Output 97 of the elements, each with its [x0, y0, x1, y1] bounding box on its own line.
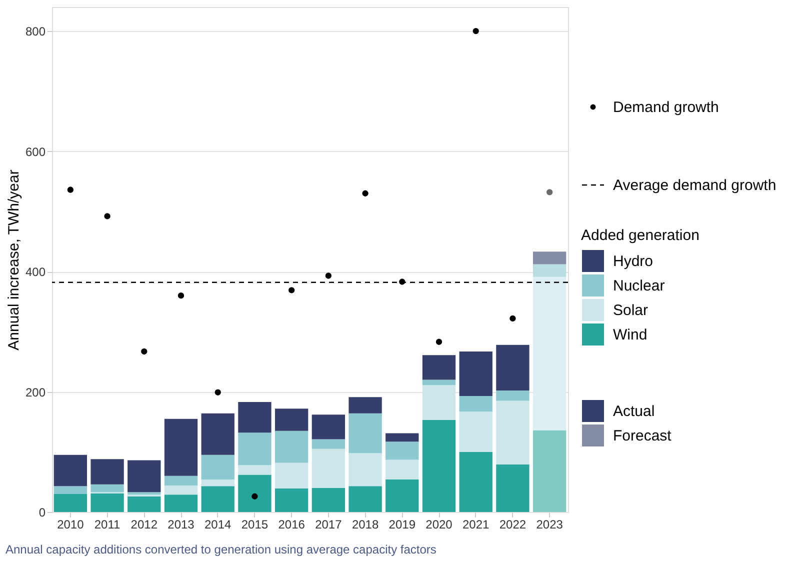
bar — [128, 492, 161, 495]
bar — [532, 430, 566, 512]
bar — [422, 420, 456, 512]
text: Annual capacity additions converted to generation using average capacity factors — [5, 542, 436, 556]
x-tick-label: 2019 — [388, 518, 416, 532]
bar — [90, 459, 124, 484]
legend-title: Added generation — [581, 227, 700, 244]
bar — [238, 474, 272, 512]
bar — [496, 464, 530, 512]
bar — [201, 480, 234, 486]
bar — [459, 396, 492, 412]
bar — [164, 476, 198, 486]
x-tick-label: 2023 — [536, 518, 564, 532]
bar — [532, 276, 566, 430]
x-tick-label: 2018 — [352, 518, 379, 532]
bar — [54, 494, 88, 512]
bar — [386, 433, 419, 442]
bar — [54, 486, 88, 494]
y-axis-title: Annual increase, TWh/year — [5, 170, 22, 350]
y-tick-label: 0 — [38, 506, 46, 520]
bar — [274, 488, 308, 512]
bar — [274, 408, 308, 431]
bar — [422, 380, 456, 386]
bar — [459, 351, 492, 396]
point — [67, 186, 74, 193]
x-tick-label: 2013 — [168, 518, 195, 532]
point — [141, 348, 148, 355]
point — [252, 493, 258, 500]
point — [214, 389, 221, 396]
bar — [459, 452, 492, 512]
legend-label: Solar — [613, 302, 648, 319]
bar — [274, 430, 308, 463]
bar — [532, 264, 566, 277]
legend-label: Wind — [613, 326, 648, 344]
point — [472, 28, 479, 34]
x-tick-label: 2014 — [204, 518, 232, 532]
bar — [348, 486, 382, 512]
x-tick-label: 2020 — [426, 518, 453, 532]
point — [546, 189, 553, 196]
legend-label: Forecast — [613, 428, 672, 444]
y-tick-label: 200 — [25, 385, 46, 400]
y-tick-label: 600 — [25, 144, 46, 159]
bar — [348, 413, 382, 454]
point — [178, 292, 184, 299]
bar — [164, 494, 198, 512]
bar — [90, 493, 124, 512]
bar — [201, 486, 234, 512]
x-tick-label: 2021 — [462, 518, 490, 532]
legend-label: Average demand growth — [613, 177, 776, 194]
bar — [164, 486, 198, 495]
x-tick-label: 2022 — [499, 518, 526, 532]
legend-label: Hydro — [613, 253, 654, 270]
bar — [238, 465, 272, 475]
bar — [164, 418, 198, 476]
bar — [201, 413, 234, 455]
bar — [496, 344, 530, 391]
point — [362, 190, 368, 196]
bar — [238, 432, 272, 466]
bar — [90, 484, 124, 492]
bar — [348, 397, 382, 414]
bar — [128, 496, 161, 512]
bar — [238, 402, 272, 433]
legend-label: Nuclear — [613, 278, 665, 294]
point — [325, 272, 332, 279]
point — [104, 213, 110, 220]
bar — [386, 460, 419, 480]
bar — [312, 488, 346, 512]
bar — [312, 414, 346, 440]
point — [510, 315, 516, 322]
x-tick-label: 2012 — [130, 518, 158, 532]
x-tick-label: 2016 — [278, 518, 306, 532]
legend-label: Demand growth — [613, 99, 719, 116]
bar — [54, 454, 88, 486]
y-tick-label: 400 — [25, 265, 46, 280]
bar — [274, 462, 308, 489]
bar — [128, 460, 161, 492]
bar — [496, 390, 530, 401]
bar — [348, 453, 382, 486]
x-tick-label: 2011 — [94, 518, 121, 532]
bar — [422, 385, 456, 420]
legend-label: Actual — [613, 403, 655, 420]
point — [288, 287, 295, 294]
bar — [312, 448, 346, 488]
bar — [386, 480, 419, 512]
bar — [459, 412, 492, 452]
x-tick-label: 2017 — [315, 518, 342, 532]
point — [436, 338, 442, 345]
point — [399, 278, 406, 285]
bar — [422, 355, 456, 380]
y-tick-label: 800 — [25, 24, 46, 39]
bar — [496, 400, 530, 465]
x-tick-label: 2015 — [241, 518, 268, 532]
bar — [532, 252, 566, 264]
x-tick-label: 2010 — [57, 518, 84, 532]
bar — [201, 454, 234, 480]
bar — [386, 442, 419, 460]
bar — [312, 439, 346, 449]
